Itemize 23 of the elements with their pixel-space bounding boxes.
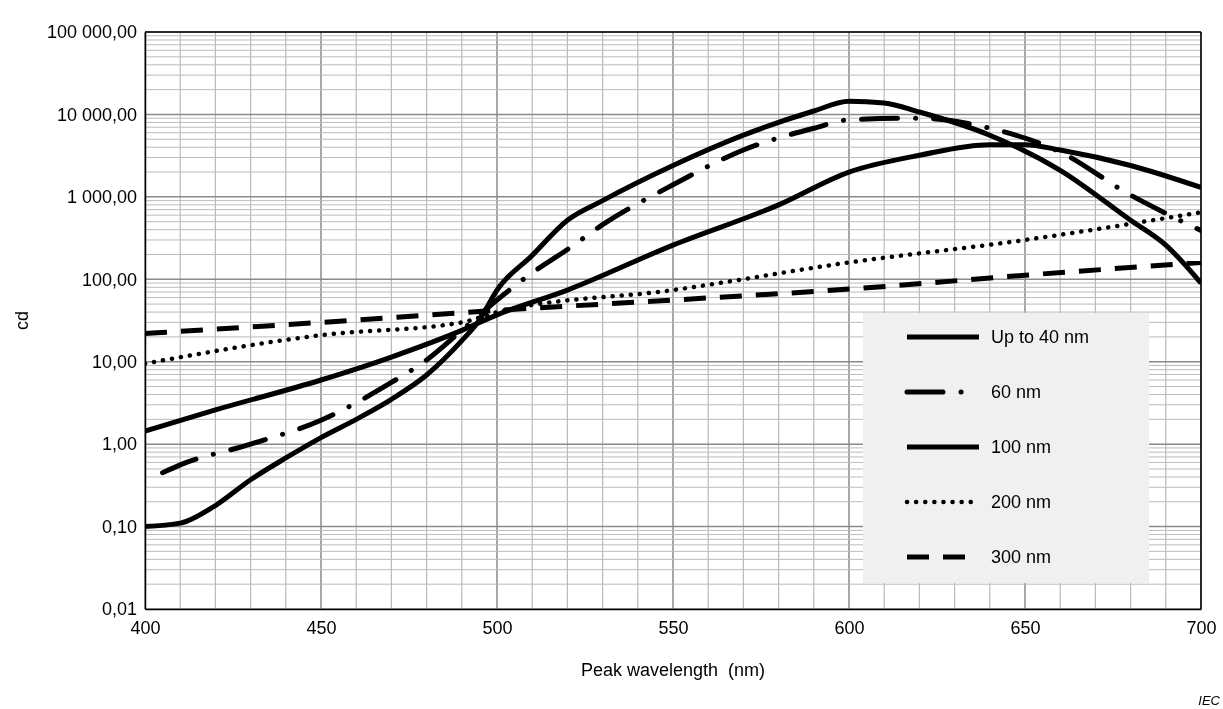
x-tick-label: 700 xyxy=(1186,617,1217,638)
x-tick-label: 550 xyxy=(658,617,689,638)
legend-label: 300 nm xyxy=(991,547,1052,567)
y-tick-label: 1,00 xyxy=(101,434,137,455)
x-tick-label: 450 xyxy=(306,617,337,638)
x-tick-label: 600 xyxy=(834,617,865,638)
y-tick-label: 10,00 xyxy=(91,351,137,372)
legend-label: 60 nm xyxy=(991,382,1042,402)
y-tick-label: 100 000,00 xyxy=(46,22,137,43)
y-tick-label: 100,00 xyxy=(81,269,137,290)
x-tick-label: 500 xyxy=(482,617,513,638)
legend-label: 200 nm xyxy=(991,492,1052,512)
y-axis-title: cd xyxy=(12,310,32,331)
y-tick-label: 10 000,00 xyxy=(56,104,137,125)
text: IEC xyxy=(1198,693,1221,708)
x-axis-title: Peak wavelength (nm) xyxy=(580,660,766,680)
x-tick-label: 650 xyxy=(1010,617,1041,638)
y-tick-label: 0,10 xyxy=(101,516,137,537)
x-tick-label: 400 xyxy=(130,617,161,638)
y-tick-label: 0,01 xyxy=(101,599,137,620)
legend-label: Up to 40 nm xyxy=(991,327,1090,347)
y-tick-label: 1 000,00 xyxy=(66,187,137,208)
legend-label: 100 nm xyxy=(991,437,1052,457)
